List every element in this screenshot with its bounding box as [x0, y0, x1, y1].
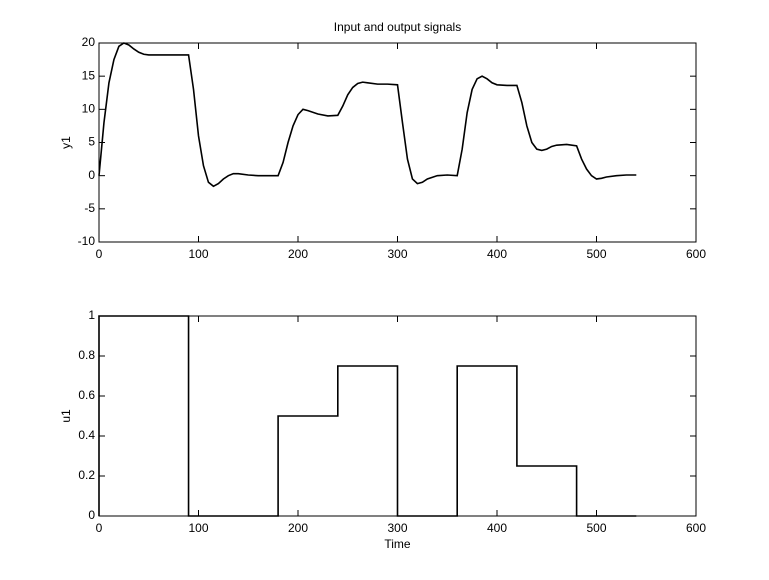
- y-tick-label: 1: [88, 308, 95, 322]
- y-axis-label: u1: [59, 409, 73, 423]
- y-tick-label: 0: [88, 508, 95, 522]
- signal-line: [98, 315, 637, 517]
- x-tick-label: 400: [487, 521, 507, 535]
- y-tick-label: 5: [88, 135, 95, 149]
- x-tick-label: 600: [686, 247, 706, 261]
- x-tick-label: 500: [586, 247, 606, 261]
- y-tick-label: 0: [88, 168, 95, 182]
- y-tick-label: 0.6: [78, 388, 95, 402]
- signal-line: [98, 42, 637, 188]
- x-tick-label: 100: [188, 247, 208, 261]
- x-tick-label: 0: [96, 521, 103, 535]
- y-tick-label: 20: [82, 35, 96, 49]
- y-tick-label: 15: [82, 68, 96, 82]
- y-tick-label: 0.4: [78, 428, 95, 442]
- y-tick-label: 0.2: [78, 468, 95, 482]
- y-tick-label: -5: [84, 201, 95, 215]
- x-tick-label: 0: [96, 247, 103, 261]
- x-tick-label: 300: [387, 521, 407, 535]
- y-tick-label: 0.8: [78, 348, 95, 362]
- y-tick-label: -10: [78, 234, 96, 248]
- x-tick-label: 500: [586, 521, 606, 535]
- x-tick-label: 400: [487, 247, 507, 261]
- y-axis-label: y1: [59, 136, 73, 149]
- x-tick-label: 300: [387, 247, 407, 261]
- x-tick-label: 600: [686, 521, 706, 535]
- y-tick-label: 10: [82, 102, 96, 116]
- x-tick-label: 100: [188, 521, 208, 535]
- x-axis-label: Time: [384, 537, 411, 551]
- chart-title: Input and output signals: [334, 20, 461, 34]
- x-tick-label: 200: [288, 247, 308, 261]
- x-tick-label: 200: [288, 521, 308, 535]
